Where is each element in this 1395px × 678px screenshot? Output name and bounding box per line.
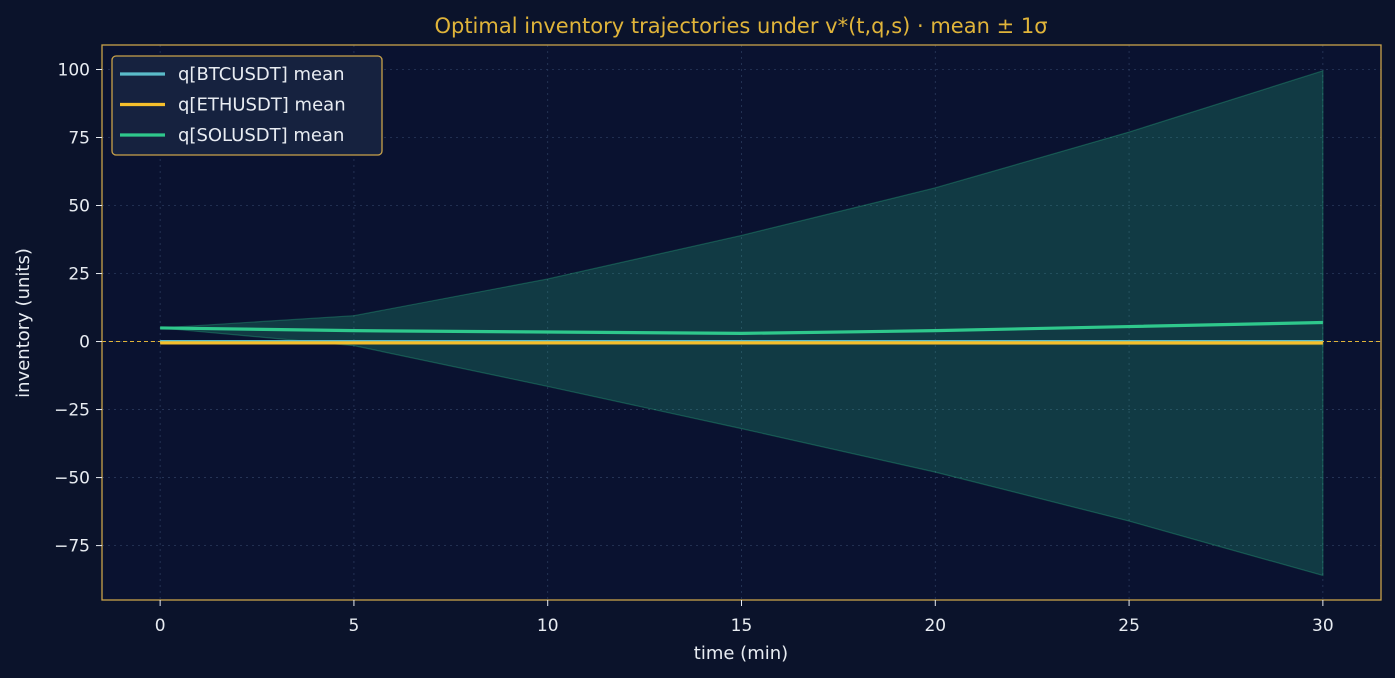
legend: q[BTCUSDT] mean q[ETHUSDT] mean q[SOLUSDT]… (111, 55, 383, 156)
y-tick-label: −25 (54, 401, 90, 421)
legend-label: q[SOLUSDT] mean (178, 125, 344, 146)
y-tick-label: 75 (68, 129, 90, 149)
x-tick-label: 30 (1312, 616, 1334, 636)
x-tick-label: 20 (924, 616, 946, 636)
legend-box (111, 55, 383, 156)
x-tick-label: 25 (1118, 616, 1140, 636)
x-tick-label: 10 (537, 616, 559, 636)
y-tick-label: 0 (79, 333, 90, 353)
y-axis-ticks: 100 75 50 25 0 −25 −50 −75 (54, 60, 102, 557)
mean-lines (160, 320, 1323, 345)
x-tick-label: 5 (349, 616, 360, 636)
y-axis-label: inventory (units) (13, 248, 34, 398)
x-axis-ticks: 0 5 10 15 20 25 30 (155, 600, 1334, 636)
mean-line-series-3 (160, 320, 1323, 335)
chart-title: Optimal inventory trajectories under v*(… (434, 14, 1047, 38)
y-tick-label: 100 (58, 60, 90, 80)
y-tick-label: −75 (54, 537, 90, 557)
x-tick-label: 0 (155, 616, 166, 636)
y-tick-label: 25 (68, 265, 90, 285)
y-tick-label: 50 (68, 197, 90, 217)
x-tick-label: 15 (731, 616, 753, 636)
legend-label: q[ETHUSDT] mean (178, 95, 346, 116)
legend-label: q[BTCUSDT] mean (178, 64, 345, 85)
y-tick-label: −50 (54, 469, 90, 489)
x-axis-label: time (min) (694, 643, 788, 664)
